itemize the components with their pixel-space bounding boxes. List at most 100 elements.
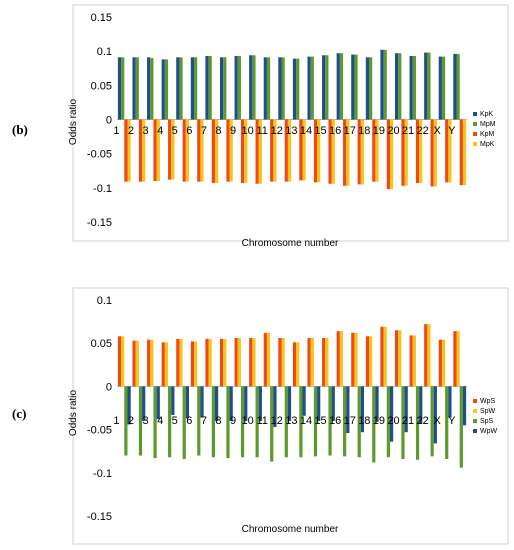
chart-b-bar-mpm-6 <box>194 57 198 120</box>
chart-c-panel-label: (c) <box>12 406 26 421</box>
chart-c-bar-sps-22 <box>430 386 434 457</box>
chart-b-bar-kpm-21 <box>415 119 420 184</box>
chart-c-bar-wps-6 <box>190 341 195 387</box>
chart-c-category-label: 16 <box>329 415 341 427</box>
chart-c-category-label: 17 <box>344 415 356 427</box>
chart-b-bar-mpk-9 <box>244 119 248 184</box>
chart-b-bar-mpm-21 <box>412 55 416 120</box>
chart-b-bar-mpm-3 <box>150 58 154 120</box>
chart-c-bar-sps-11 <box>270 386 274 462</box>
chart-b-bar-kpk-18 <box>365 57 370 120</box>
chart-b-categories: 1 2 3 4 5 6 7 8 9 10 11 12 13 14 15 16 17 18 19 20 21 22 X Y <box>113 125 456 137</box>
chart-c-bar-spw-19 <box>383 326 387 387</box>
chart-c-bar-spw-15 <box>325 338 329 387</box>
chart-c-bar-spw-9 <box>237 338 241 387</box>
chart-c-bar-sps-7 <box>211 386 215 458</box>
chart-c-ytick-label: 0.1 <box>97 295 112 307</box>
chart-c-bar-sps-y <box>459 386 463 468</box>
chart-b-category-label: 1 <box>113 125 119 137</box>
chart-c-bar-spw-7 <box>208 338 212 387</box>
chart-b-bar-mpk-12 <box>287 119 292 182</box>
chart-c-category-label: 9 <box>230 415 236 427</box>
chart-b-bar-kpk-20 <box>394 53 399 120</box>
chart-b-category-label: 9 <box>230 125 236 137</box>
chart-b-bar-mpm-1 <box>121 57 125 120</box>
chart-c-bar-spw-20 <box>398 330 402 387</box>
chart-c-bar-wpw-7 <box>214 386 219 421</box>
chart-c-bar-sps-12 <box>284 386 288 458</box>
chart-c-ytick-label: 0.05 <box>91 338 112 350</box>
chart-c-bar-wpw-17 <box>360 386 365 433</box>
chart-b-bar-mpk-x <box>448 119 452 183</box>
chart-c-category-label: 11 <box>257 415 268 427</box>
chart-c-bar-wps-12 <box>278 338 282 387</box>
chart-b-bar-kpm-13 <box>299 119 303 181</box>
chart-c-bar-wps-13 <box>292 342 297 387</box>
chart-c-bar-wpw-10 <box>258 386 262 421</box>
chart-c-bar-spw-10 <box>252 338 256 387</box>
chart-b-bar-kpm-15 <box>328 119 332 184</box>
chart-c-bar-wpw-2 <box>142 386 146 421</box>
chart-b-bar-kpm-8 <box>226 119 230 182</box>
chart-c-ylabel: Odds ratio <box>68 389 79 436</box>
chart-c-bar-spw-x <box>441 339 446 387</box>
chart-c-legend-label: WpS <box>480 398 496 405</box>
chart-b-bar-mpm-17 <box>354 54 358 120</box>
chart-b-legend-swatch <box>473 132 477 136</box>
chart-c-bar-wps-14 <box>307 338 311 387</box>
chart-b-legend-swatch <box>473 122 477 126</box>
chart-c-bar-wps-21 <box>409 335 413 387</box>
chart-c-bar-wpw-11 <box>273 386 277 428</box>
chart-b-bar-mpm-8 <box>223 57 227 120</box>
chart-c-bar-wps-9 <box>234 338 238 387</box>
chart-c-bar-wps-4 <box>161 342 165 387</box>
chart-b-bar-kpk-22 <box>424 52 428 120</box>
chart-b-category-label: 10 <box>242 125 254 137</box>
chart-c-bar-wpw-15 <box>331 386 335 421</box>
chart-b-bar-mpk-3 <box>156 119 160 181</box>
chart-c-bar-spw-5 <box>179 338 183 387</box>
chart-b-frame <box>72 4 509 242</box>
chart-c-bar-sps-3 <box>153 386 157 459</box>
chart-c-ytick-label: -0.1 <box>93 468 112 480</box>
chart-b-bar-kpk-4 <box>161 59 165 120</box>
chart-b-legend: KpK MpM KpM MpK <box>473 111 496 148</box>
chart-b-bar-kpk-5 <box>176 57 180 120</box>
chart-b-bar-kpm-14 <box>313 119 318 183</box>
chart-b-category-label: 8 <box>215 125 221 137</box>
chart-b-bar-kpk-10 <box>249 55 253 120</box>
chart-b-ylabel: Odds ratio <box>68 98 79 145</box>
chart-c-bar-spw-2 <box>135 340 139 387</box>
chart-b-bar-kpm-1 <box>124 119 128 182</box>
chart-b-bar-kpk-15 <box>322 55 326 120</box>
chart-c-legend: WpS SpW SpS WpW <box>473 398 498 435</box>
chart-c-category-label: 15 <box>314 415 326 427</box>
chart-b-bar-kpk-y <box>453 53 457 120</box>
chart-b-bar-kpk-13 <box>292 58 297 120</box>
chart-b-bar-mpm-11 <box>266 57 271 120</box>
chart-b-bars <box>117 49 467 190</box>
chart-b-bar-kpk-17 <box>351 54 355 120</box>
chart-b-bar-kpk-8 <box>219 57 224 120</box>
chart-b-bar-kpk-21 <box>409 55 413 120</box>
chart-c-legend-label: SpS <box>480 418 494 425</box>
chart-c-bar-spw-14 <box>310 338 314 387</box>
chart-b-bar-kpm-5 <box>182 119 186 182</box>
chart-b-ytick-label: 0.05 <box>91 80 112 92</box>
chart-c-bar-spw-21 <box>412 335 416 387</box>
chart-b-ytick-label: 0.1 <box>97 46 112 58</box>
chart-b-bar-mpm-19 <box>383 49 387 120</box>
chart-c-bar-wpw-5 <box>185 386 190 419</box>
chart-b-category-label: 22 <box>417 125 429 137</box>
chart-c-legend-swatch <box>473 419 477 423</box>
chart-c-bar-spw-6 <box>194 341 198 387</box>
chart-b-bar-mpk-1 <box>127 119 131 182</box>
chart-b-bar-kpk-14 <box>307 56 311 120</box>
chart-c-category-label: 20 <box>387 415 399 427</box>
chart-b-bar-mpk-2 <box>142 119 146 182</box>
chart-b-bar-mpm-14 <box>310 56 314 120</box>
chart-b-bar-mpm-13 <box>296 58 300 120</box>
chart-b-category-label: 21 <box>402 125 414 137</box>
chart-b-bar-kpm-10 <box>255 119 259 184</box>
chart-c-category-label: 14 <box>300 415 312 427</box>
